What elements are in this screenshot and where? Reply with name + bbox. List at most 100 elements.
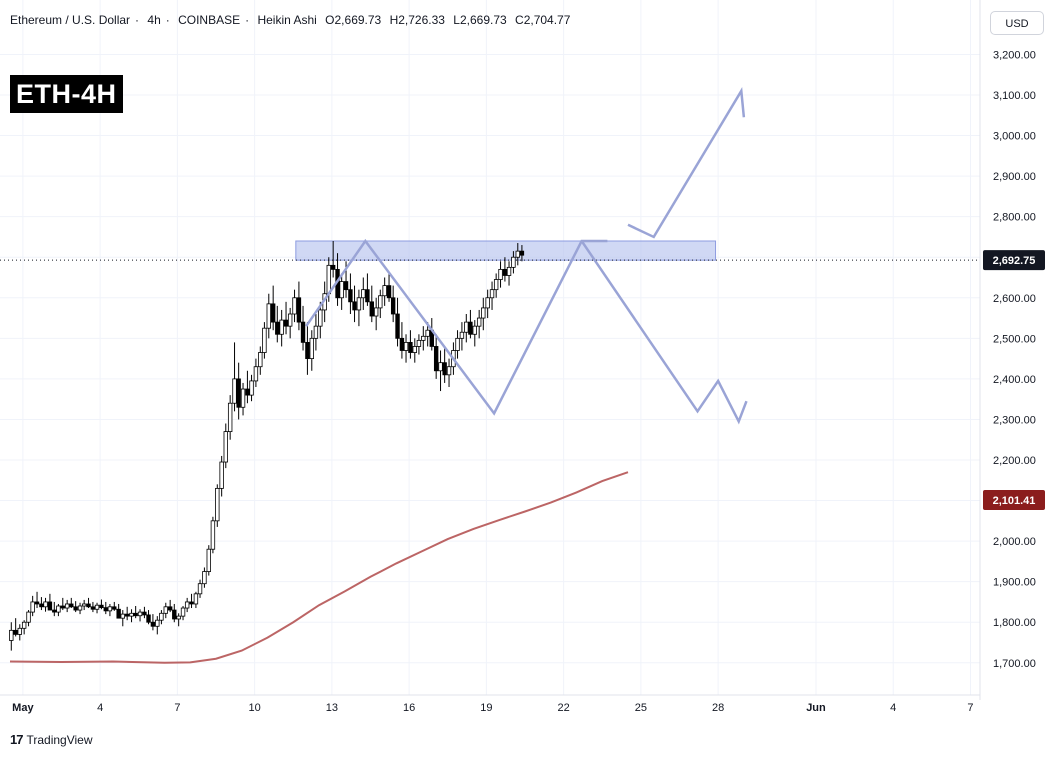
x-tick-label: 19: [480, 702, 492, 714]
candle: [266, 293, 271, 339]
candle-body: [511, 256, 516, 268]
candle-body: [167, 606, 173, 611]
moving-average-line: [9, 471, 629, 664]
candle: [167, 599, 173, 613]
symbol-name[interactable]: Ethereum / U.S. Dollar: [10, 13, 131, 27]
candle: [64, 599, 70, 613]
candle-body: [313, 325, 319, 339]
tradingview-footer[interactable]: 17 TradingView: [10, 732, 93, 747]
candle-body: [258, 352, 263, 368]
candle: [476, 309, 482, 339]
time-axis: May 4 7 10 13 16 19 22 25 28 Jun 4 7: [0, 694, 980, 714]
candle-body: [232, 378, 237, 404]
candle-body: [206, 548, 211, 572]
candle: [390, 285, 396, 323]
tradingview-brand: TradingView: [26, 732, 93, 747]
candle-body: [365, 289, 370, 303]
candle: [408, 330, 413, 359]
candle-body: [455, 337, 460, 351]
candle: [412, 338, 417, 363]
candle: [116, 603, 121, 619]
candle: [348, 273, 353, 314]
candle: [9, 622, 14, 651]
y-tick-label: 2,500.00: [993, 333, 1036, 345]
candle: [373, 297, 379, 331]
pattern-line: [627, 87, 746, 239]
candle: [446, 358, 452, 387]
y-tick-label: 3,000.00: [993, 131, 1036, 143]
ohlc-low: L2,669.73: [453, 13, 507, 27]
y-tick-label: 3,200.00: [993, 49, 1036, 61]
candle: [472, 320, 477, 347]
current-price-tag: [983, 250, 1045, 271]
candle: [146, 610, 151, 625]
candle: [120, 610, 125, 627]
y-tick-label: 2,800.00: [993, 212, 1036, 224]
candle-body: [215, 487, 220, 522]
candle-body: [94, 604, 100, 610]
candle-body: [107, 606, 113, 612]
candle-body: [270, 303, 276, 323]
candle: [172, 603, 177, 623]
candle: [124, 606, 130, 621]
candle: [52, 601, 57, 617]
candle-body: [52, 609, 57, 613]
candle-body: [382, 285, 387, 297]
candle-body: [39, 603, 44, 608]
candle: [356, 289, 362, 327]
candle-body: [189, 601, 194, 605]
currency-button[interactable]: USD: [990, 11, 1044, 35]
candle: [515, 243, 520, 266]
candle-body: [472, 325, 477, 335]
candle: [481, 297, 486, 331]
candle-body: [318, 309, 323, 327]
candle-body: [438, 362, 443, 372]
candle-body: [476, 317, 482, 327]
candle-body: [446, 366, 452, 376]
candle-body: [9, 629, 14, 641]
candle: [378, 289, 383, 319]
candle-body: [197, 583, 203, 595]
y-tick-label: 2,400.00: [993, 374, 1036, 386]
candle: [305, 322, 310, 375]
candle: [279, 309, 284, 347]
candle: [180, 606, 186, 621]
price-axis: 3,200.00 3,100.00 3,000.00 2,900.00 2,800.00…: [979, 0, 1036, 700]
x-tick-label: 13: [326, 702, 338, 714]
candle-body: [69, 603, 74, 608]
candle-body: [493, 279, 499, 291]
ohlc-open: O2,669.73: [325, 13, 382, 27]
candle: [99, 599, 104, 610]
candle: [69, 597, 74, 609]
candle-body: [395, 313, 400, 339]
candle-body: [60, 605, 65, 609]
x-tick-label: 28: [712, 702, 724, 714]
candle: [275, 305, 280, 343]
candle-body: [245, 388, 250, 396]
candle: [215, 484, 220, 527]
candle-body: [519, 250, 525, 256]
candle-body: [73, 606, 78, 611]
candle: [464, 314, 469, 343]
candle: [232, 342, 237, 412]
candlesticks: [9, 241, 525, 651]
candle-body: [373, 307, 379, 317]
x-tick-label: 25: [635, 702, 647, 714]
interval-label[interactable]: 4h: [147, 13, 161, 27]
candle-body: [425, 329, 430, 337]
candle: [313, 314, 319, 351]
candle-body: [120, 613, 125, 619]
y-tick-label: 2,600.00: [993, 293, 1036, 305]
y-tick-label: 1,700.00: [993, 658, 1036, 670]
candle: [13, 618, 18, 637]
candle-body: [356, 297, 362, 311]
candle: [262, 322, 267, 359]
candle-body: [56, 605, 61, 613]
candle: [17, 624, 22, 641]
candle-body: [253, 366, 259, 382]
candle: [382, 277, 387, 306]
candle-body: [262, 327, 267, 353]
candle-body: [223, 431, 228, 463]
